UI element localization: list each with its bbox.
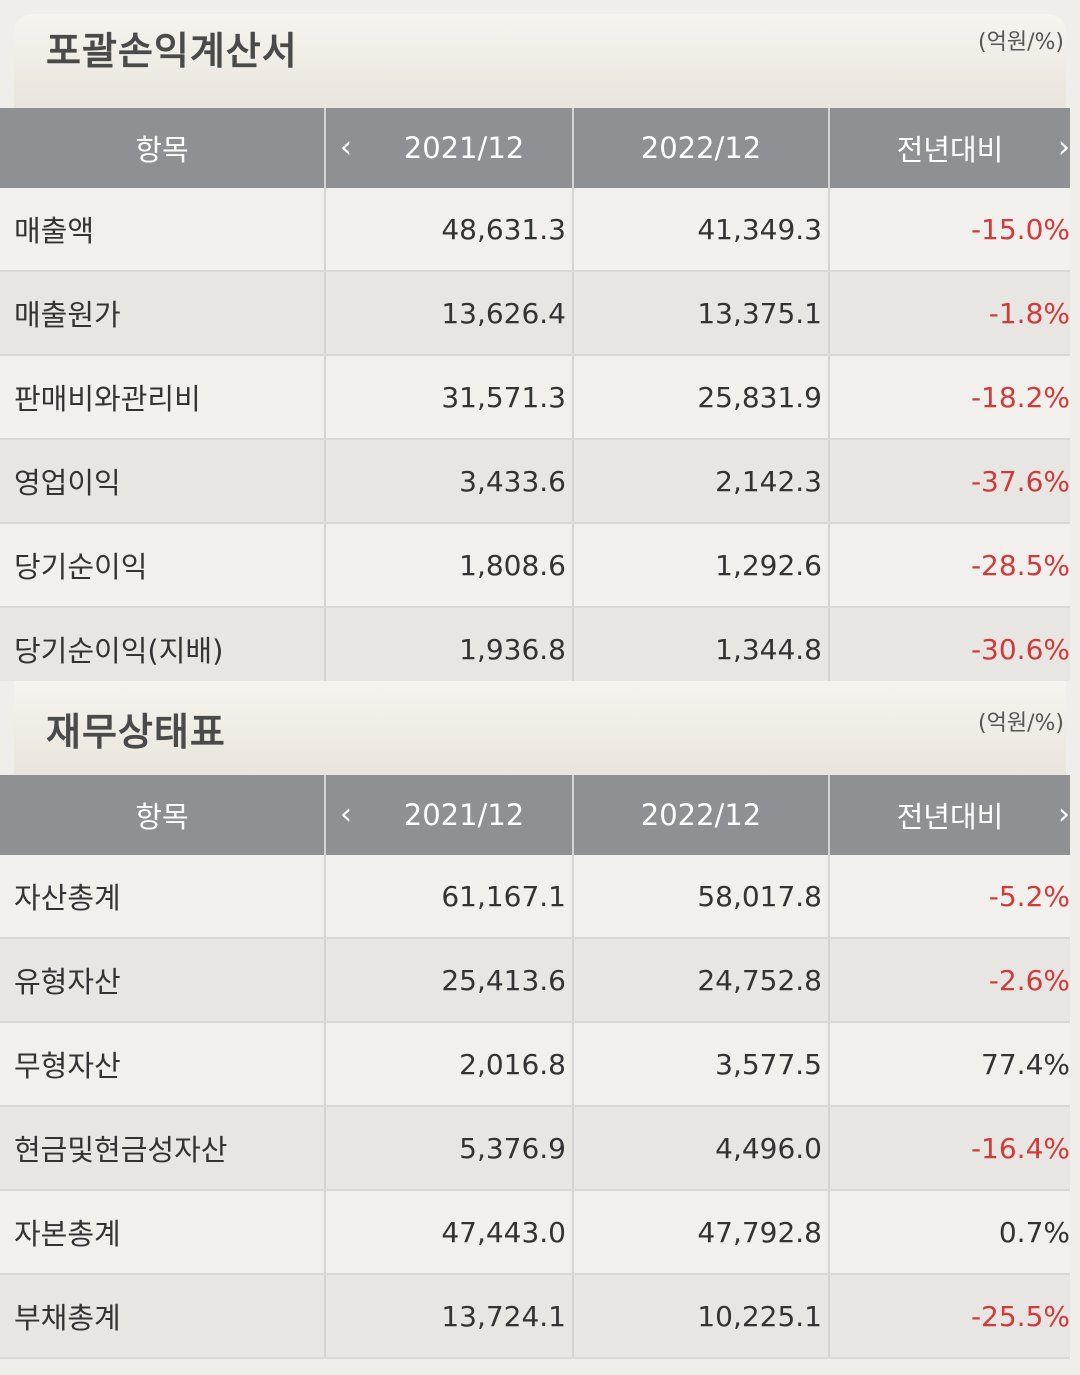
value-2021: 13,724.1: [325, 1274, 574, 1359]
income-title: 포괄손익계산서: [46, 29, 298, 73]
header-change: 전년대비 ›: [829, 108, 1070, 188]
table-row: 판매비와관리비 31,571.3 25,831.9 -18.2%: [0, 355, 1070, 440]
income-table: 항목 ‹ 2021/12 2022/12 전년대비 › 매출액 48,631.3 4…: [0, 108, 1070, 692]
value-2021: 13,626.4: [325, 271, 574, 356]
header-2021: ‹ 2021/12: [325, 108, 574, 188]
row-label: 자산총계: [0, 855, 326, 939]
value-2022: 25,831.9: [573, 355, 830, 440]
value-change: 0.7%: [829, 1190, 1070, 1275]
row-label: 매출원가: [0, 271, 326, 356]
value-change: -25.5%: [829, 1274, 1070, 1359]
value-2021: 47,443.0: [325, 1190, 574, 1275]
table-row: 당기순이익 1,808.6 1,292.6 -28.5%: [0, 523, 1070, 608]
value-2021: 25,413.6: [325, 938, 574, 1023]
row-label: 자본총계: [0, 1190, 326, 1275]
header-2022: 2022/12: [573, 108, 830, 188]
balance-header-row: 항목 ‹ 2021/12 2022/12 전년대비 ›: [0, 775, 1070, 855]
table-row: 영업이익 3,433.6 2,142.3 -37.6%: [0, 439, 1070, 524]
value-2021: 5,376.9: [325, 1106, 574, 1191]
row-label: 유형자산: [0, 938, 326, 1023]
value-change: -16.4%: [829, 1106, 1070, 1191]
value-2022: 3,577.5: [573, 1022, 830, 1107]
value-2022: 10,225.1: [573, 1274, 830, 1359]
value-2022: 13,375.1: [573, 271, 830, 356]
value-2021: 31,571.3: [325, 355, 574, 440]
balance-table: 항목 ‹ 2021/12 2022/12 전년대비 › 자산총계 61,167.1…: [0, 775, 1070, 1359]
table-row: 현금및현금성자산 5,376.9 4,496.0 -16.4%: [0, 1106, 1070, 1191]
row-label: 영업이익: [0, 439, 326, 524]
value-2022: 47,792.8: [573, 1190, 830, 1275]
value-change: 77.4%: [829, 1022, 1070, 1107]
value-change: -5.2%: [829, 855, 1070, 939]
value-2022: 4,496.0: [573, 1106, 830, 1191]
table-row: 당기순이익(지배) 1,936.8 1,344.8 -30.6%: [0, 607, 1070, 692]
row-label: 부채총계: [0, 1274, 326, 1359]
row-label: 당기순이익(지배): [0, 607, 326, 692]
value-change: -2.6%: [829, 938, 1070, 1023]
header-item: 항목: [0, 108, 326, 188]
header-change: 전년대비 ›: [829, 775, 1070, 855]
value-2022: 1,344.8: [573, 607, 830, 692]
income-header-row: 항목 ‹ 2021/12 2022/12 전년대비 ›: [0, 108, 1070, 188]
income-statement-card: 포괄손익계산서 (억원/%) 항목 ‹ 2021/12 2022/12 전년대비…: [0, 0, 1080, 692]
value-change: -1.8%: [829, 271, 1070, 356]
value-2021: 61,167.1: [325, 855, 574, 939]
header-2021-label: 2021/12: [403, 131, 525, 165]
value-2021: 48,631.3: [325, 188, 574, 272]
balance-title: 재무상태표: [46, 710, 226, 754]
row-label: 매출액: [0, 188, 326, 272]
row-label: 무형자산: [0, 1022, 326, 1107]
value-2021: 2,016.8: [325, 1022, 574, 1107]
header-2021: ‹ 2021/12: [325, 775, 574, 855]
header-change-label: 전년대비: [896, 133, 1004, 167]
table-row: 부채총계 13,724.1 10,225.1 -25.5%: [0, 1274, 1070, 1359]
header-item: 항목: [0, 775, 326, 855]
value-change: -28.5%: [829, 523, 1070, 608]
table-row: 자산총계 61,167.1 58,017.8 -5.2%: [0, 855, 1070, 939]
table-row: 매출액 48,631.3 41,349.3 -15.0%: [0, 188, 1070, 272]
income-body: 매출액 48,631.3 41,349.3 -15.0% 매출원가 13,626.4 13,…: [0, 188, 1070, 692]
table-row: 무형자산 2,016.8 3,577.5 77.4%: [0, 1022, 1070, 1107]
balance-sheet-card: 재무상태표 (억원/%) 항목 ‹ 2021/12 2022/12 전년대비 ›…: [0, 681, 1080, 1375]
balance-title-band: 재무상태표 (억원/%): [14, 681, 1066, 775]
value-2022: 1,292.6: [573, 523, 830, 608]
income-title-band: 포괄손익계산서 (억원/%): [14, 14, 1066, 108]
value-2021: 1,808.6: [325, 523, 574, 608]
chevron-left-icon[interactable]: ‹: [340, 797, 352, 832]
value-change: -15.0%: [829, 188, 1070, 272]
header-2021-label: 2021/12: [403, 798, 525, 832]
value-2021: 1,936.8: [325, 607, 574, 692]
value-2022: 2,142.3: [573, 439, 830, 524]
value-change: -18.2%: [829, 355, 1070, 440]
row-label: 당기순이익: [0, 523, 326, 608]
balance-unit: (억원/%): [978, 711, 1064, 736]
value-2022: 41,349.3: [573, 188, 830, 272]
header-change-label: 전년대비: [896, 800, 1004, 834]
value-change: -30.6%: [829, 607, 1070, 692]
row-label: 현금및현금성자산: [0, 1106, 326, 1191]
value-2022: 58,017.8: [573, 855, 830, 939]
income-unit: (억원/%): [978, 30, 1064, 55]
header-2022: 2022/12: [573, 775, 830, 855]
balance-body: 자산총계 61,167.1 58,017.8 -5.2% 유형자산 25,413.6 24,…: [0, 855, 1070, 1359]
table-row: 유형자산 25,413.6 24,752.8 -2.6%: [0, 938, 1070, 1023]
chevron-left-icon[interactable]: ‹: [340, 130, 352, 165]
chevron-right-icon[interactable]: ›: [1058, 130, 1070, 165]
table-row: 자본총계 47,443.0 47,792.8 0.7%: [0, 1190, 1070, 1275]
row-label: 판매비와관리비: [0, 355, 326, 440]
value-2021: 3,433.6: [325, 439, 574, 524]
chevron-right-icon[interactable]: ›: [1058, 797, 1070, 832]
table-row: 매출원가 13,626.4 13,375.1 -1.8%: [0, 271, 1070, 356]
value-change: -37.6%: [829, 439, 1070, 524]
value-2022: 24,752.8: [573, 938, 830, 1023]
